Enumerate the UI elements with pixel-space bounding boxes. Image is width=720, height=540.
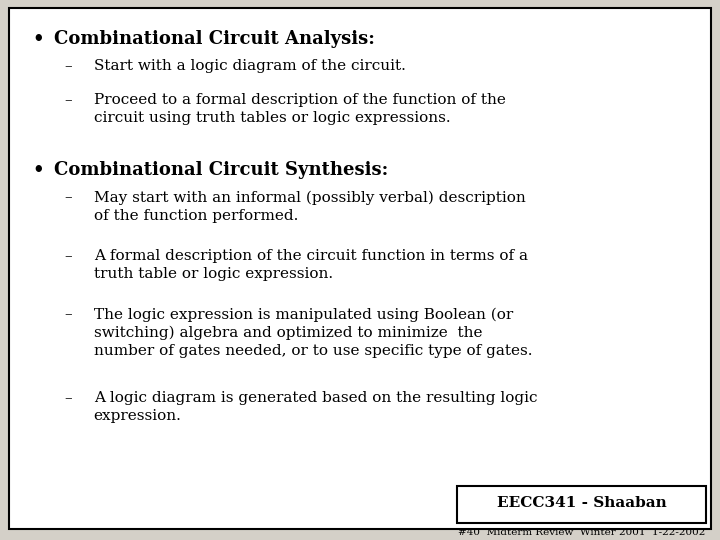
Text: Proceed to a formal description of the function of the
circuit using truth table: Proceed to a formal description of the f… [94,93,505,125]
Text: #40  Midterm Review  Winter 2001  1-22-2002: #40 Midterm Review Winter 2001 1-22-2002 [458,529,706,537]
Text: –: – [65,191,73,205]
Text: A logic diagram is generated based on the resulting logic
expression.: A logic diagram is generated based on th… [94,391,537,423]
Text: –: – [65,249,73,263]
Text: EECC341 - Shaaban: EECC341 - Shaaban [497,496,667,510]
FancyBboxPatch shape [9,8,711,529]
Text: Combinational Circuit Synthesis:: Combinational Circuit Synthesis: [54,161,388,179]
Text: A formal description of the circuit function in terms of a
truth table or logic : A formal description of the circuit func… [94,249,528,281]
Text: The logic expression is manipulated using Boolean (or
switching) algebra and opt: The logic expression is manipulated usin… [94,307,532,358]
Text: Start with a logic diagram of the circuit.: Start with a logic diagram of the circui… [94,59,405,73]
FancyBboxPatch shape [457,486,706,523]
Text: –: – [65,59,73,73]
Text: –: – [65,391,73,405]
Text: May start with an informal (possibly verbal) description
of the function perform: May start with an informal (possibly ver… [94,191,526,223]
Text: Combinational Circuit Analysis:: Combinational Circuit Analysis: [54,30,375,48]
Text: •: • [32,30,44,48]
Text: •: • [32,161,44,179]
Text: –: – [65,307,73,321]
Text: –: – [65,93,73,107]
